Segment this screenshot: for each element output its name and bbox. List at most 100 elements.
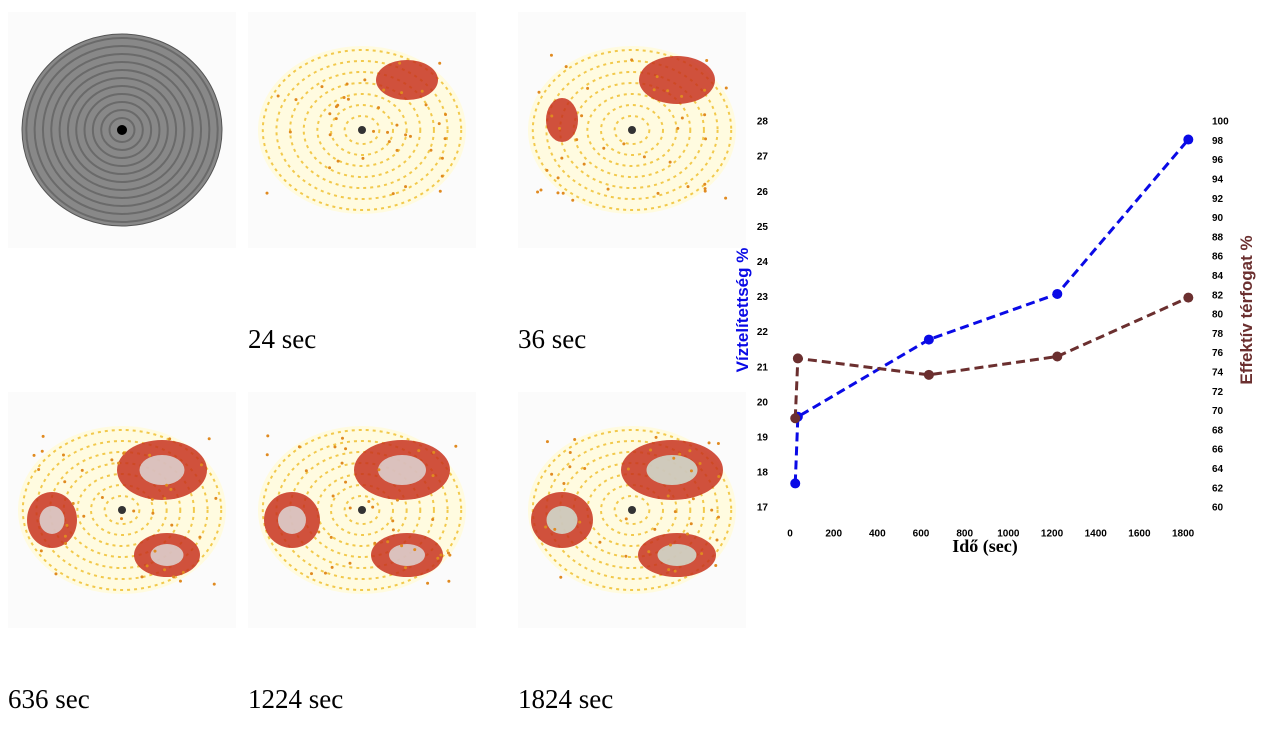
speck [624, 554, 628, 558]
speck [344, 447, 348, 451]
image-panel [518, 12, 746, 248]
speck [624, 517, 628, 521]
speck [317, 530, 321, 534]
ring [531, 429, 733, 591]
speck [387, 140, 391, 144]
speck [688, 449, 692, 453]
speck [323, 571, 327, 575]
speck [386, 540, 390, 544]
speck [647, 550, 651, 554]
speck [666, 494, 670, 498]
image-panels [8, 12, 746, 628]
y-tick-label: 22 [757, 327, 769, 338]
speck [214, 496, 218, 500]
speck [363, 78, 367, 82]
speck [550, 114, 554, 118]
speck [328, 133, 332, 137]
patch-core [150, 544, 184, 566]
ring [66, 77, 178, 183]
speck [140, 575, 144, 579]
ring [41, 53, 203, 207]
speck [346, 97, 350, 101]
speck [398, 61, 402, 65]
series-line [793, 138, 1190, 484]
speck [556, 176, 560, 180]
ring [50, 61, 194, 199]
speck [578, 520, 582, 524]
speck [656, 191, 660, 195]
ring [330, 484, 394, 536]
y2-tick-label: 88 [1212, 232, 1224, 243]
patch-core [39, 506, 65, 534]
ring [21, 429, 223, 591]
speck [80, 468, 84, 472]
speck [169, 487, 173, 491]
speck [336, 159, 340, 163]
speck [328, 112, 332, 116]
speck [673, 569, 677, 573]
ring [613, 115, 651, 145]
speck [297, 445, 301, 449]
speck [65, 523, 69, 527]
speck [170, 523, 174, 527]
speck [444, 113, 448, 117]
speck [586, 86, 590, 90]
speck [668, 160, 672, 164]
speck [715, 538, 719, 542]
panel-caption: 24 sec [248, 324, 316, 354]
image-panel [8, 12, 236, 248]
speck [372, 129, 376, 133]
ring [83, 93, 161, 167]
speck [265, 453, 269, 457]
patch [546, 98, 578, 142]
ring [108, 117, 136, 143]
speck [622, 142, 626, 146]
panel-caption: 636 sec [8, 684, 90, 714]
speck [689, 522, 693, 526]
x-tick-label: 200 [825, 529, 842, 540]
speck [454, 444, 458, 448]
point [1183, 292, 1194, 303]
speck [649, 448, 653, 452]
speck [429, 148, 433, 152]
ring [531, 49, 733, 211]
ring [572, 462, 692, 558]
speck [178, 579, 182, 583]
point [923, 369, 934, 380]
ring [33, 45, 211, 215]
y2-tick-label: 70 [1212, 406, 1224, 417]
speck [550, 472, 554, 476]
x-tick-label: 1400 [1085, 529, 1108, 540]
speck [536, 190, 540, 194]
speck [41, 434, 45, 438]
speck [117, 461, 121, 465]
speck [583, 466, 587, 470]
speck [328, 166, 332, 170]
patch [639, 56, 715, 104]
ring [572, 82, 692, 178]
speck [150, 497, 154, 501]
speck [82, 514, 86, 518]
speck [266, 434, 270, 438]
y2-tick-label: 84 [1212, 271, 1224, 282]
speck [342, 96, 346, 100]
speck [377, 106, 381, 110]
series-line [793, 296, 1189, 419]
ring [545, 440, 719, 580]
speck [698, 462, 702, 466]
speck [653, 527, 657, 531]
pith [358, 506, 366, 514]
y-tick-label: 20 [757, 397, 769, 408]
speck [431, 518, 435, 522]
speck [439, 553, 443, 557]
ring [90, 484, 154, 536]
speck [716, 441, 720, 445]
ring [302, 462, 422, 558]
speck [71, 501, 75, 505]
patch-core [378, 455, 426, 485]
y-tick-label: 21 [757, 362, 769, 373]
speck [168, 437, 172, 441]
speck [672, 456, 676, 460]
